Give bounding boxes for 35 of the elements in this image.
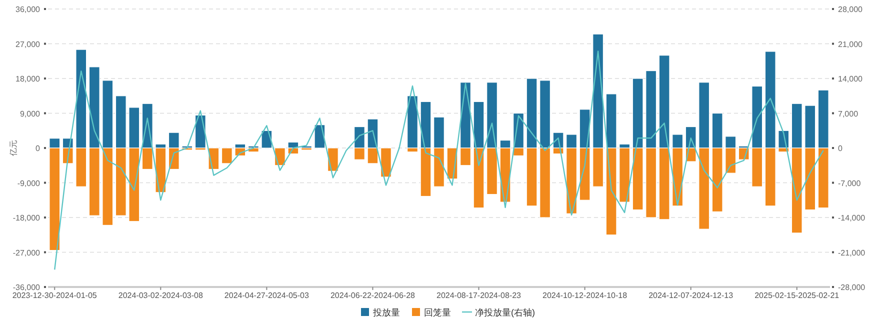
- legend-label: 投放量: [372, 308, 400, 318]
- y-tick-label: 36,000: [16, 5, 41, 14]
- y-tick-label: 9,000: [20, 109, 41, 118]
- y2-tick-label: 14,000: [838, 74, 864, 84]
- x-tick-label: 2025-02-15-2025-02-21: [754, 291, 840, 300]
- y2-tick-label: 0: [838, 144, 843, 153]
- y-tick-label: -9,000: [17, 178, 41, 188]
- y-tick-label: 18,000: [16, 74, 41, 84]
- x-tick-label: 2024-06-22-2024-06-28: [330, 291, 416, 300]
- y2-tick-label: -14,000: [838, 214, 866, 222]
- x-tick-label: 2024-12-07-2024-12-13: [648, 291, 734, 300]
- bar: [407, 96, 418, 148]
- bar: [380, 148, 392, 178]
- bar: [619, 148, 630, 202]
- y2-tick-label: -7,000: [838, 178, 862, 188]
- y2-tick-label: 21,000: [838, 40, 864, 49]
- y2-tick-label: 7,000: [838, 109, 859, 118]
- y2-tick-label: -28,000: [838, 283, 866, 292]
- y-tick-label: -36,000: [12, 283, 41, 292]
- x-tick-label: 2024-10-12-2024-10-18: [542, 291, 628, 300]
- x-tick-label: 2024-08-17-2024-08-23: [436, 291, 522, 300]
- y-tick-label: -18,000: [12, 214, 41, 222]
- x-tick-label: 2023-12-30-2024-01-05: [12, 291, 98, 300]
- bar: [155, 148, 166, 193]
- legend-label: 回笼量: [424, 308, 451, 318]
- legend-label: 净投放量(右轴): [475, 308, 535, 318]
- y-tick-label: 0: [36, 144, 41, 153]
- x-tick-label: 2024-03-02-2024-03-08: [118, 291, 204, 300]
- y2-tick-label: -21,000: [838, 248, 866, 258]
- y-tick-label: -27,000: [12, 248, 41, 258]
- x-tick-label: 2024-04-27-2024-05-03: [224, 291, 310, 300]
- y-tick-label: 27,000: [16, 40, 41, 49]
- y2-tick-label: 28,000: [838, 5, 864, 14]
- bar: [221, 148, 232, 164]
- y-axis-title: 亿元: [9, 140, 18, 157]
